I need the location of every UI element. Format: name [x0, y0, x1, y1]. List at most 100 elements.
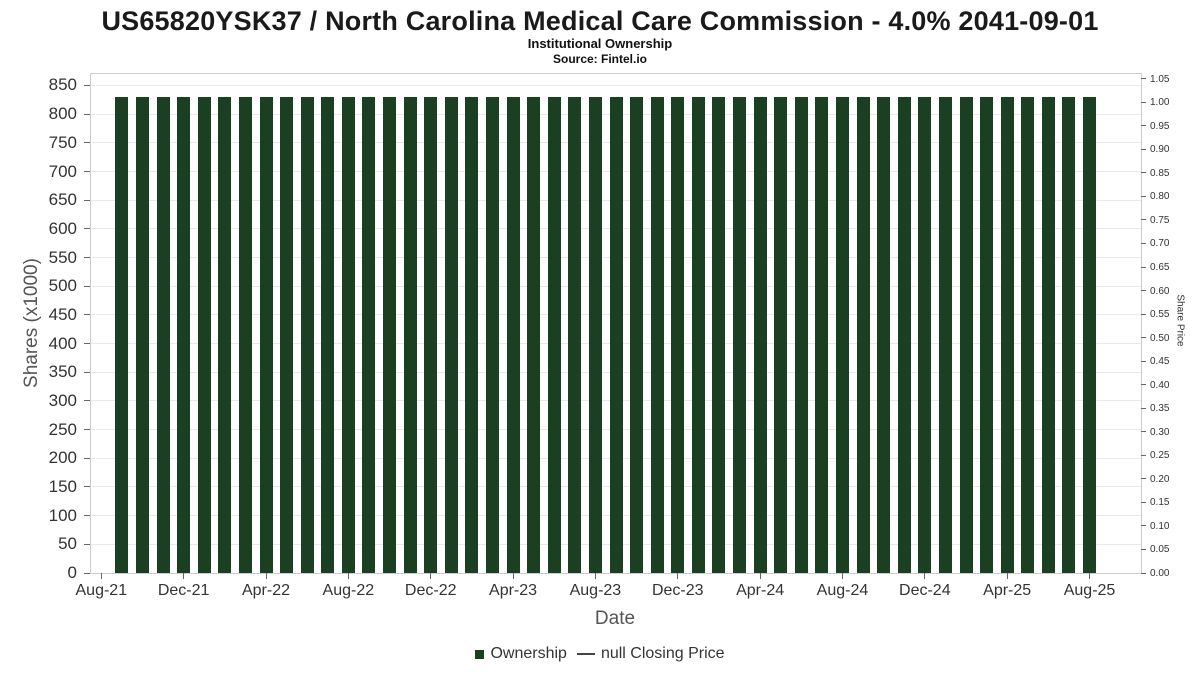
- y-tick-label: 200: [48, 448, 77, 468]
- right-tick-label: 0.25: [1150, 450, 1170, 462]
- bar: [588, 96, 602, 573]
- y-tick-label: 550: [48, 247, 77, 267]
- right-tick-mark: [1141, 501, 1146, 503]
- y-tick-mark: [84, 400, 90, 402]
- x-tick-mark: [512, 573, 514, 579]
- bar: [877, 96, 891, 573]
- y-tick-label: 400: [48, 333, 77, 353]
- x-tick-label: Apr-24: [736, 582, 785, 599]
- bar: [691, 96, 705, 573]
- plot-area: 0 50 100 150 200 250 300 350 400 450 500 550 600 650 7…: [49, 73, 1169, 599]
- right-tick-mark: [1141, 572, 1146, 574]
- y-tick-mark: [84, 228, 90, 230]
- x-tick-mark: [183, 573, 185, 579]
- right-tick-label: 0.95: [1150, 120, 1170, 132]
- y-tick-mark: [84, 515, 90, 517]
- right-tick-mark: [1141, 78, 1146, 80]
- y-tick-label: 500: [48, 276, 77, 296]
- x-tick-label: Aug-23: [569, 582, 622, 599]
- y-tick-mark: [84, 486, 90, 488]
- bar: [321, 96, 335, 573]
- bar: [630, 96, 644, 573]
- x-tick-label: Apr-25: [983, 582, 1032, 599]
- bar: [115, 96, 129, 573]
- x-tick-label: Dec-23: [651, 582, 704, 599]
- right-tick-label: 0.80: [1150, 191, 1170, 203]
- bar: [259, 96, 273, 573]
- y-tick-mark: [84, 343, 90, 345]
- x-tick-mark: [430, 573, 432, 579]
- bar: [383, 96, 397, 573]
- bar: [506, 96, 520, 573]
- y-tick-label: 600: [48, 218, 77, 238]
- right-tick-mark: [1141, 478, 1146, 480]
- y-tick-mark: [84, 314, 90, 316]
- right-tick-mark: [1141, 407, 1146, 409]
- legend-item-ownership: Ownership: [475, 645, 567, 663]
- bar: [794, 96, 808, 573]
- x-tick-label: Aug-21: [75, 582, 128, 599]
- bar: [568, 96, 582, 573]
- chart-legend: Ownership null Closing Price: [0, 645, 1200, 663]
- right-tick-label: 1.05: [1150, 73, 1170, 85]
- y-tick-label: 300: [48, 390, 77, 410]
- y-tick-label: 700: [48, 161, 77, 181]
- bar: [444, 96, 458, 573]
- bar: [959, 96, 973, 573]
- x-tick-label: Aug-25: [1063, 582, 1116, 599]
- bar: [753, 96, 767, 573]
- y-tick-mark: [84, 142, 90, 144]
- bar: [856, 96, 870, 573]
- bar: [197, 96, 211, 573]
- y-tick-label: 100: [48, 505, 77, 525]
- right-tick-mark: [1141, 125, 1146, 127]
- right-tick-mark: [1141, 548, 1146, 550]
- legend-item-closing-price: null Closing Price: [576, 645, 725, 663]
- bar: [918, 96, 932, 573]
- bar: [300, 96, 314, 573]
- right-tick-label: 0.75: [1150, 214, 1170, 226]
- bar: [650, 96, 664, 573]
- bar: [527, 96, 541, 573]
- y-tick-label: 350: [48, 362, 77, 382]
- right-tick-label: 0.60: [1150, 285, 1170, 297]
- right-tick-mark: [1141, 384, 1146, 386]
- bar: [547, 96, 561, 573]
- x-tick-mark: [100, 573, 102, 579]
- right-tick-label: 0.10: [1150, 520, 1170, 532]
- chart-subtitle: Institutional Ownership: [527, 36, 673, 51]
- right-tick-mark: [1141, 242, 1146, 244]
- y-tick-mark: [84, 543, 90, 545]
- bar: [1000, 96, 1014, 573]
- right-tick-label: 0.20: [1150, 473, 1170, 485]
- x-tick-label: Aug-24: [816, 582, 869, 599]
- y-tick-mark: [84, 199, 90, 201]
- right-tick-mark: [1141, 454, 1146, 456]
- right-tick-label: 0.70: [1150, 238, 1170, 250]
- x-axis-label: Date: [594, 608, 636, 629]
- right-tick-label: 0.50: [1150, 332, 1170, 344]
- x-tick-mark: [594, 573, 596, 579]
- bar: [1021, 96, 1035, 573]
- right-tick-label: 0.00: [1150, 568, 1170, 579]
- chart-source: Source: Fintel.io: [552, 52, 647, 66]
- right-tick-mark: [1141, 290, 1146, 292]
- bar: [733, 96, 747, 573]
- right-tick-label: 0.65: [1150, 262, 1170, 273]
- bar: [238, 96, 252, 573]
- ownership-swatch-icon: [475, 649, 485, 659]
- right-tick-label: 0.30: [1150, 426, 1170, 438]
- bar: [362, 96, 376, 573]
- x-tick-label: Dec-22: [404, 582, 457, 599]
- bar: [156, 96, 170, 573]
- bar: [897, 96, 911, 573]
- y-tick-mark: [84, 285, 90, 287]
- bar: [774, 96, 788, 573]
- bar: [835, 96, 849, 573]
- y-tick-mark: [84, 457, 90, 459]
- x-tick-mark: [347, 573, 349, 579]
- y-tick-mark: [84, 171, 90, 172]
- right-tick-mark: [1141, 266, 1146, 268]
- y-tick-label: 250: [48, 419, 77, 439]
